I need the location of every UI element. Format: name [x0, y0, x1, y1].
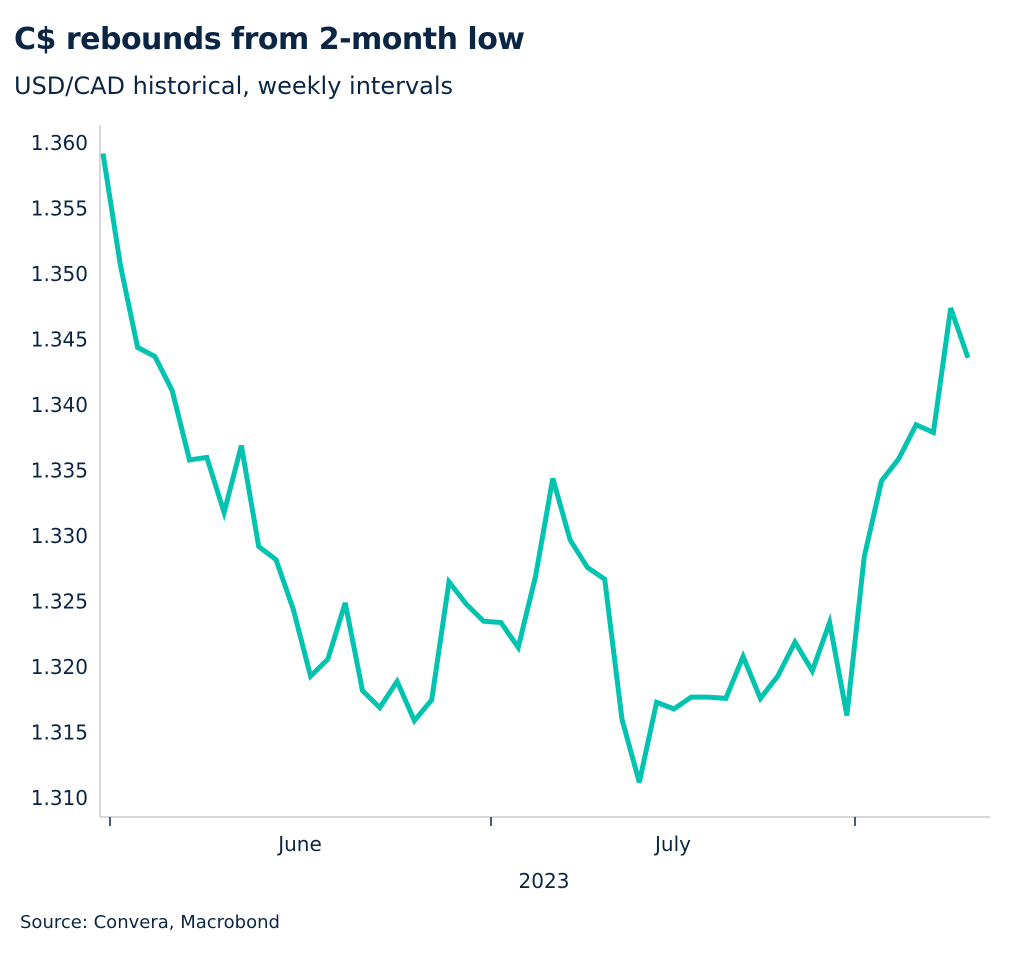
chart-subtitle: USD/CAD historical, weekly intervals — [14, 72, 454, 100]
x-tick-label: July — [653, 832, 691, 856]
y-tick-label: 1.325 — [31, 590, 88, 614]
y-tick-label: 1.350 — [31, 262, 88, 286]
x-axis-label: 2023 — [519, 869, 570, 893]
y-tick-label: 1.340 — [31, 393, 88, 417]
y-tick-label: 1.360 — [31, 131, 88, 155]
source-note: Source: Convera, Macrobond — [20, 912, 280, 933]
y-tick-label: 1.310 — [31, 786, 88, 810]
series-line — [100, 153, 971, 783]
y-tick-label: 1.320 — [31, 655, 88, 679]
y-tick-label: 1.335 — [31, 459, 88, 483]
y-tick-label: 1.345 — [31, 328, 88, 352]
y-tick-label: 1.315 — [31, 721, 88, 745]
y-tick-label: 1.330 — [31, 524, 88, 548]
x-tick-label: June — [276, 832, 322, 856]
y-tick-label: 1.355 — [31, 197, 88, 221]
chart-title: C$ rebounds from 2-month low — [14, 22, 525, 57]
